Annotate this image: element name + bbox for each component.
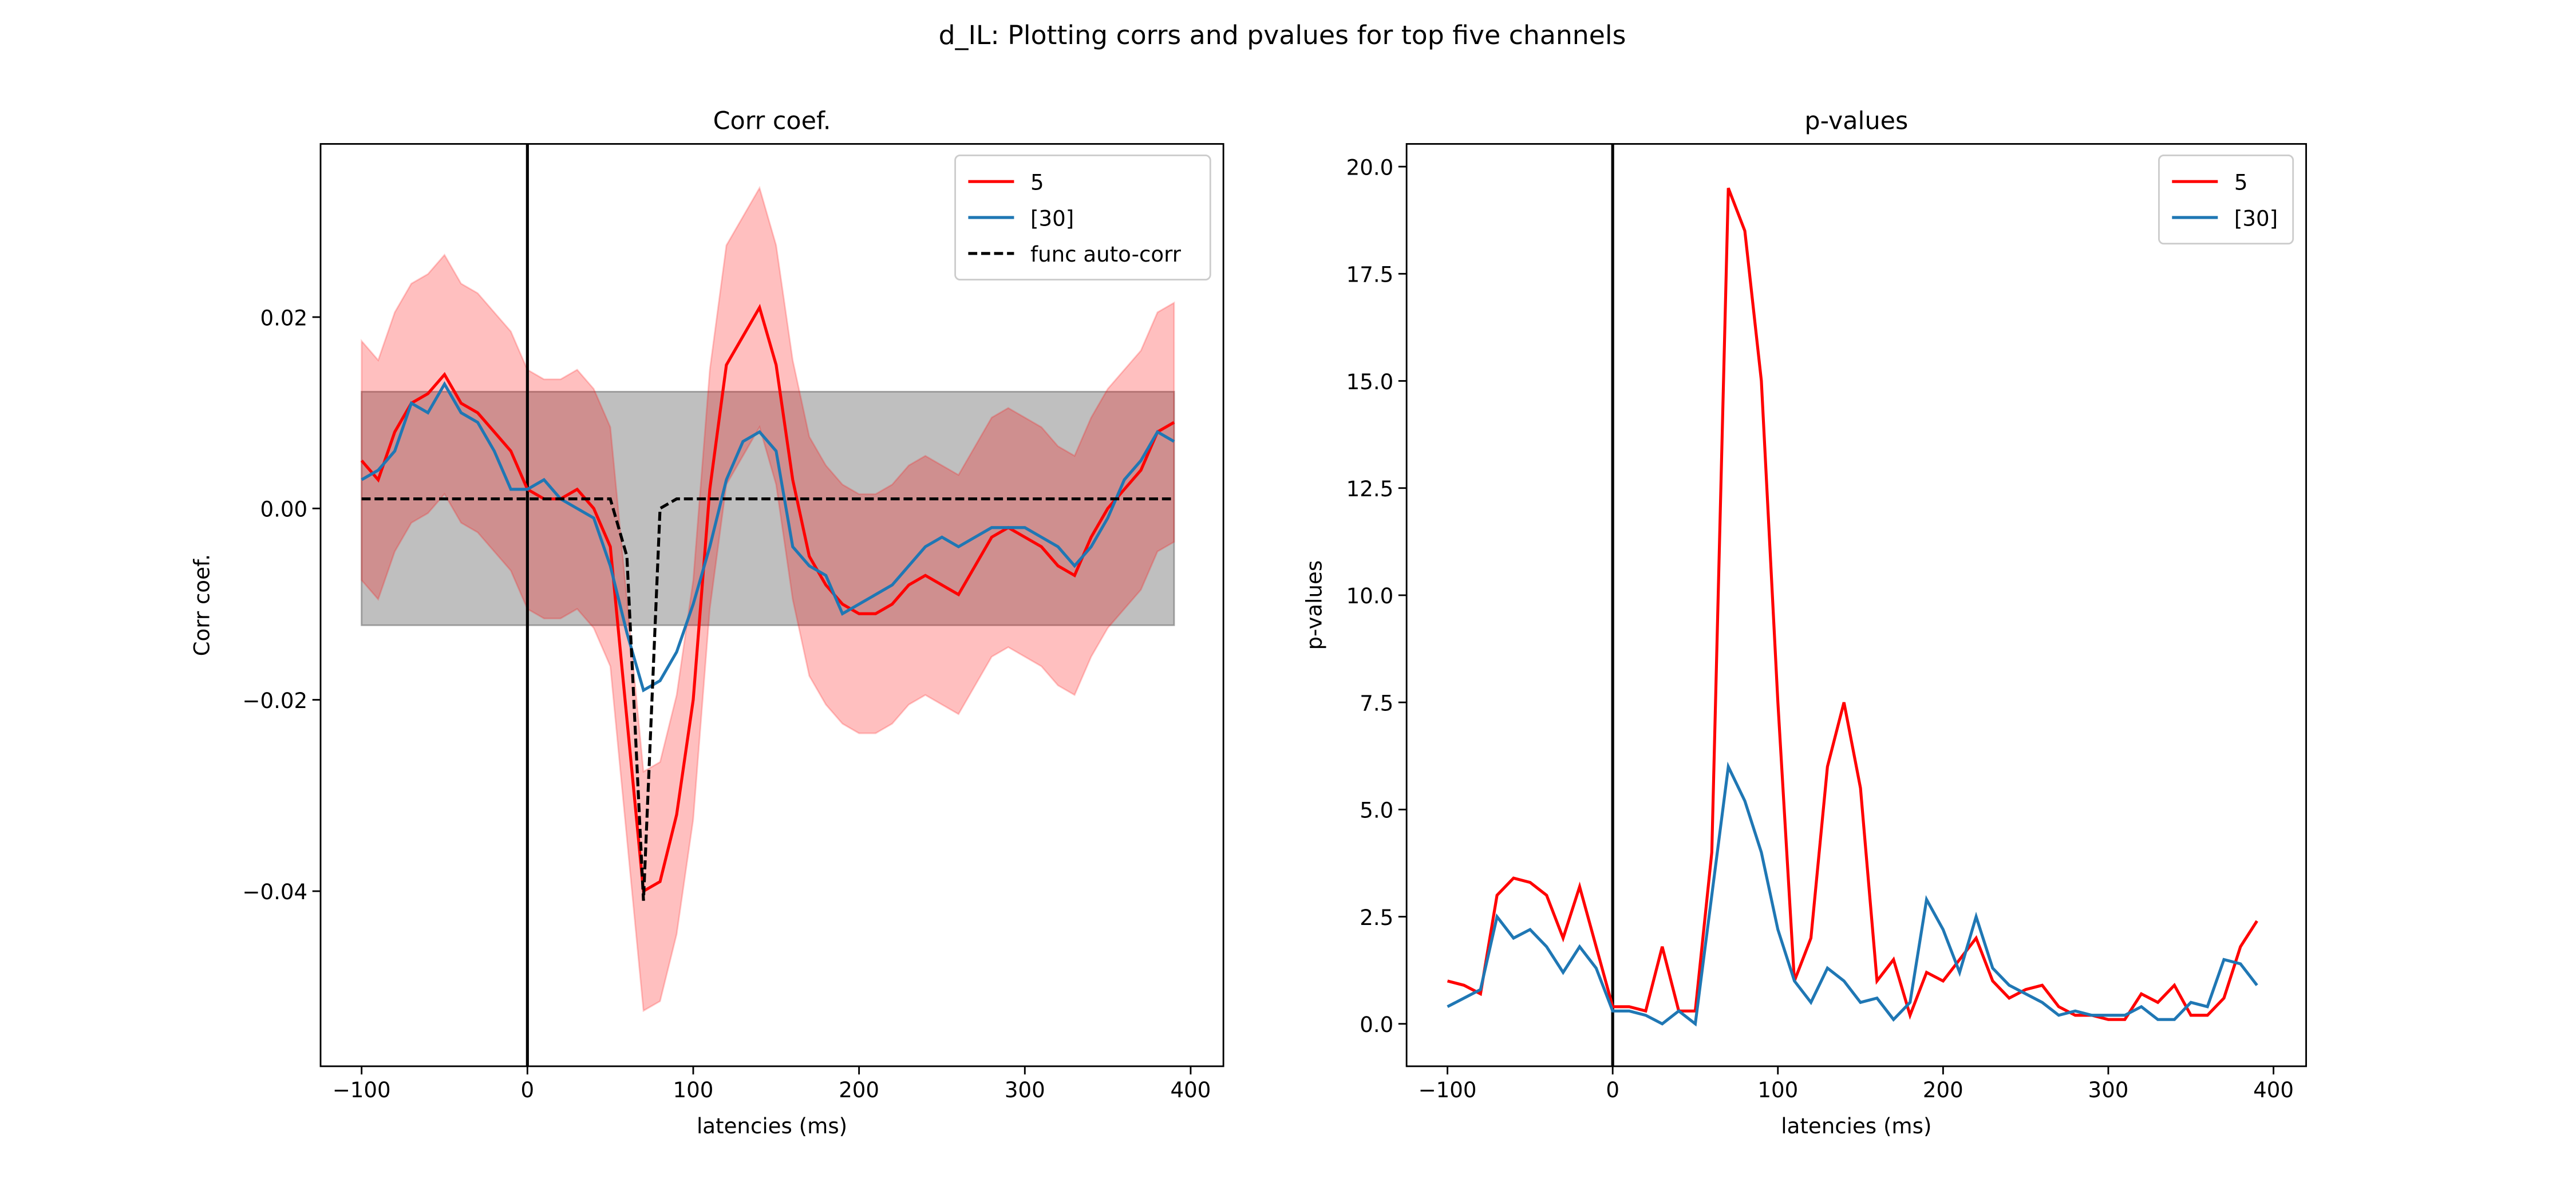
x-tick-label: −100 (333, 1078, 391, 1102)
y-tick-label: 7.5 (1360, 691, 1393, 715)
legend-box (2158, 155, 2294, 245)
y-axis-label: p-values (1302, 560, 1327, 650)
axes-frame (1405, 143, 2308, 1067)
x-tick-label: 300 (1005, 1078, 1045, 1102)
figure-title: d_IL: Plotting corrs and pvalues for top… (939, 20, 1626, 50)
y-tick-label: 20.0 (1346, 155, 1394, 180)
x-tick-label: 400 (2253, 1078, 2294, 1102)
axes-title: p-values (1804, 107, 1908, 136)
x-tick-label: 200 (1923, 1078, 1963, 1102)
y-tick-label: 15.0 (1346, 370, 1394, 394)
y-tick-label: 17.5 (1346, 263, 1394, 287)
axes-frame (319, 143, 1224, 1067)
line-series (361, 381, 1175, 693)
x-tick-label: 300 (2088, 1078, 2129, 1102)
y-tick-label: 0.0 (1360, 1013, 1393, 1037)
line-series (360, 303, 1175, 894)
x-axis-label: latencies (ms) (1781, 1114, 1931, 1138)
line-series (1447, 187, 2258, 1021)
legend-label: [30] (2234, 206, 2278, 231)
y-tick-label: 0.02 (260, 306, 307, 330)
x-tick-label: 100 (1757, 1078, 1798, 1102)
y-tick-label: 0.00 (260, 497, 307, 522)
y-tick-label: 5.0 (1360, 798, 1393, 823)
x-tick-label: 0 (1606, 1078, 1619, 1102)
y-axis-label: Corr coef. (190, 554, 215, 656)
x-axis-label: latencies (ms) (697, 1114, 847, 1138)
shaded-region (361, 390, 1175, 626)
x-tick-label: 100 (673, 1078, 714, 1102)
x-tick-label: 400 (1170, 1078, 1211, 1102)
y-tick-label: −0.04 (242, 880, 307, 904)
y-tick-label: 2.5 (1360, 906, 1393, 930)
y-tick-label: −0.02 (242, 689, 307, 713)
y-tick-label: 10.0 (1346, 584, 1394, 608)
line-series (361, 497, 1174, 901)
x-tick-label: −100 (1419, 1078, 1477, 1102)
legend-label: 5 (2234, 170, 2248, 195)
legend-label: func auto-corr (1030, 242, 1182, 267)
x-tick-label: 200 (839, 1078, 879, 1102)
legend-label: [30] (1030, 206, 1074, 231)
confidence-band (361, 185, 1175, 1013)
axes-title: Corr coef. (713, 107, 831, 136)
legend-box (954, 155, 1211, 280)
line-series (1447, 761, 2258, 1027)
y-tick-label: 12.5 (1346, 477, 1394, 501)
x-tick-label: 0 (521, 1078, 535, 1102)
legend-label: 5 (1030, 170, 1044, 195)
